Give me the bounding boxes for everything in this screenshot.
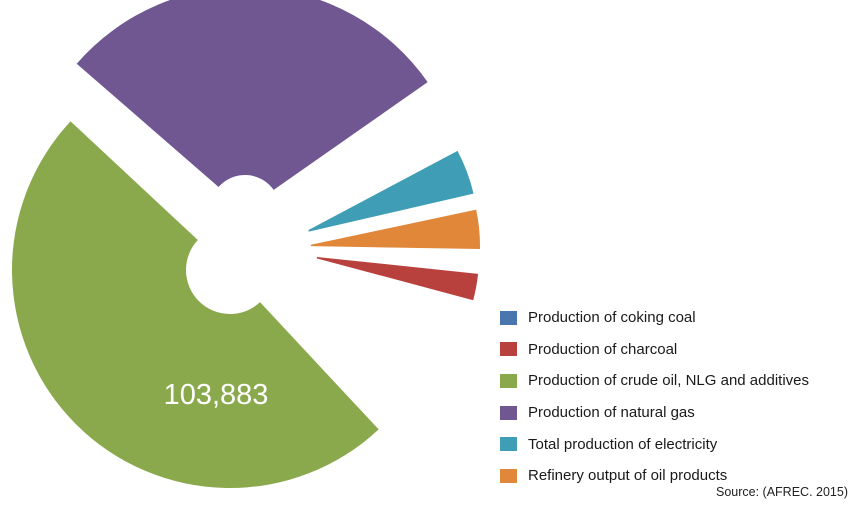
legend-swatch [500, 342, 517, 357]
legend-item-production-of-coking-coal: Production of coking coal [500, 302, 809, 334]
pie-slice-total-production-of-electricity [308, 150, 474, 232]
pie-slice-production-of-natural-gas [76, 0, 428, 190]
legend-label: Production of natural gas [528, 404, 695, 422]
pie-slice-refinery-output-of-oil-products [310, 209, 481, 250]
pie-slice-production-of-charcoal [316, 256, 479, 301]
legend-label: Refinery output of oil products [528, 467, 728, 485]
legend-item-production-of-natural-gas: Production of natural gas [500, 397, 809, 429]
legend-swatch [500, 373, 517, 388]
chart-legend: Production of coking coal Production of c… [500, 302, 809, 492]
legend-swatch [500, 405, 517, 420]
legend-swatch [500, 468, 517, 483]
legend-label: Production of charcoal [528, 340, 678, 358]
legend-swatch [500, 310, 517, 325]
pie-data-labels: 103,883 [164, 379, 269, 411]
source-note: Source: (AFREC. 2015) [716, 485, 848, 499]
legend-swatch [500, 437, 517, 452]
legend-item-production-of-crude-oil-nlg-and-additives: Production of crude oil, NLG and additiv… [500, 365, 809, 397]
legend-label: Total production of electricity [528, 435, 718, 453]
pie-slice-production-of-crude-oil-nlg-and-additives [12, 121, 379, 488]
data-label-production-of-crude-oil-nlg-and-additives: 103,883 [164, 379, 269, 411]
legend-label: Production of crude oil, NLG and additiv… [528, 372, 809, 390]
pie-slices [12, 0, 481, 488]
legend-item-refinery-output-of-oil-products: Refinery output of oil products [500, 460, 809, 492]
legend-item-production-of-charcoal: Production of charcoal [500, 334, 809, 366]
legend-label: Production of coking coal [528, 309, 696, 327]
legend-item-total-production-of-electricity: Total production of electricity [500, 428, 809, 460]
